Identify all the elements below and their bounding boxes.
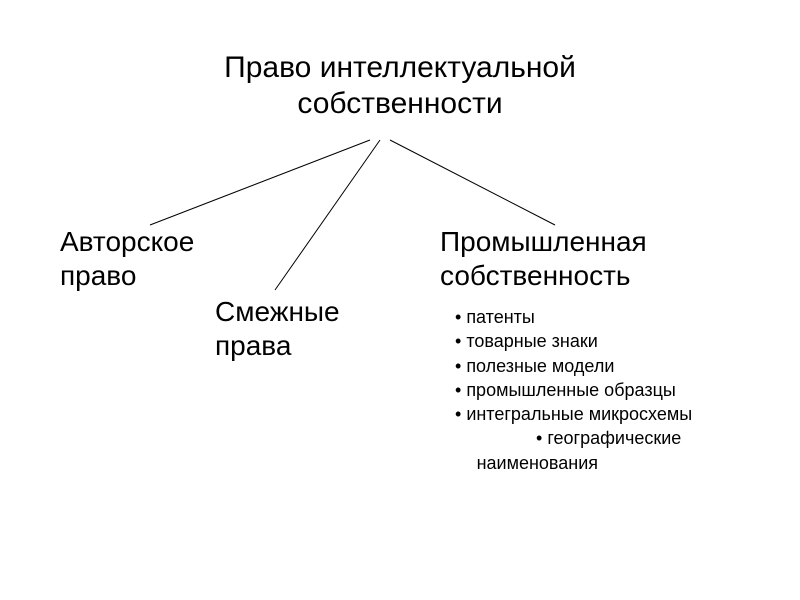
root-title: Право интеллектуальной собственности [160, 50, 640, 122]
bullet-item: патенты [455, 305, 692, 329]
branch-copyright: Авторское право [60, 225, 194, 292]
bullet-item: товарные знаки [455, 329, 692, 353]
bullet-item: географические [455, 426, 692, 450]
diagram-canvas: Право интеллектуальной собственности Авт… [0, 0, 800, 600]
branch-neighboring: Смежные права [215, 295, 340, 362]
edge-2 [390, 140, 555, 225]
branch-industrial: Промышленная собственность [440, 225, 647, 292]
edge-0 [150, 140, 370, 225]
industrial-bullets: патентытоварные знакиполезные моделипром… [455, 305, 692, 475]
edge-1 [275, 140, 380, 290]
bullet-item: полезные модели [455, 354, 692, 378]
root-title-line2: собственности [160, 86, 640, 122]
branch-industrial-line2: собственность [440, 259, 647, 293]
branch-neighboring-line1: Смежные [215, 295, 340, 329]
branch-neighboring-line2: права [215, 329, 340, 363]
branch-copyright-line1: Авторское [60, 225, 194, 259]
bullet-item: промышленные образцы [455, 378, 692, 402]
bullet-item: интегральные микросхемы [455, 402, 692, 426]
industrial-bullets-list: патентытоварные знакиполезные моделипром… [455, 305, 692, 475]
bullet-item: наименования [455, 451, 692, 475]
branch-industrial-line1: Промышленная [440, 225, 647, 259]
branch-copyright-line2: право [60, 259, 194, 293]
root-title-line1: Право интеллектуальной [160, 50, 640, 86]
